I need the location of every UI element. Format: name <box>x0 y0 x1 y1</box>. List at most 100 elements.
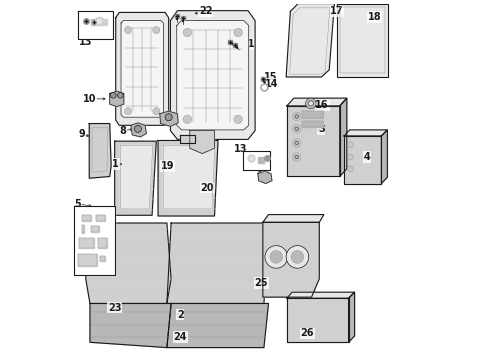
Polygon shape <box>121 21 163 117</box>
Polygon shape <box>116 12 168 125</box>
Text: 2: 2 <box>177 310 183 320</box>
Text: 24: 24 <box>173 332 186 342</box>
Polygon shape <box>189 131 214 154</box>
Polygon shape <box>98 238 107 248</box>
Polygon shape <box>348 292 354 342</box>
Circle shape <box>294 155 298 159</box>
Circle shape <box>183 115 191 123</box>
Polygon shape <box>85 223 171 303</box>
Circle shape <box>117 93 123 98</box>
Polygon shape <box>91 226 99 232</box>
Polygon shape <box>170 11 255 139</box>
Text: 22: 22 <box>199 6 212 16</box>
Circle shape <box>292 125 300 133</box>
Polygon shape <box>78 254 97 266</box>
Polygon shape <box>79 238 94 248</box>
Polygon shape <box>166 223 268 303</box>
Polygon shape <box>96 215 105 221</box>
Text: 7: 7 <box>188 68 195 78</box>
Text: 26: 26 <box>300 328 313 338</box>
Circle shape <box>294 141 298 145</box>
Text: 9: 9 <box>78 129 85 139</box>
Polygon shape <box>257 171 271 184</box>
Circle shape <box>264 246 287 268</box>
Polygon shape <box>286 98 346 106</box>
Circle shape <box>124 108 131 115</box>
Circle shape <box>347 154 352 160</box>
Circle shape <box>294 115 298 118</box>
Polygon shape <box>286 292 354 298</box>
Polygon shape <box>286 106 339 176</box>
Polygon shape <box>131 123 146 137</box>
Polygon shape <box>81 215 91 221</box>
Polygon shape <box>109 91 123 107</box>
Circle shape <box>183 28 191 37</box>
Text: 14: 14 <box>264 79 278 89</box>
Text: 25: 25 <box>254 278 267 288</box>
Polygon shape <box>81 225 84 233</box>
Polygon shape <box>263 215 323 222</box>
Polygon shape <box>343 136 381 184</box>
Polygon shape <box>74 207 115 275</box>
Text: 11: 11 <box>257 171 270 181</box>
Text: 3: 3 <box>317 124 324 134</box>
Polygon shape <box>120 145 152 209</box>
Polygon shape <box>160 111 178 126</box>
Polygon shape <box>343 130 386 136</box>
Text: 18: 18 <box>367 12 380 22</box>
Text: 12: 12 <box>148 103 162 113</box>
Polygon shape <box>263 222 319 297</box>
Circle shape <box>347 142 352 148</box>
Polygon shape <box>242 151 270 171</box>
Circle shape <box>292 139 300 147</box>
Circle shape <box>152 108 160 115</box>
Circle shape <box>347 166 352 171</box>
Polygon shape <box>100 256 105 261</box>
Text: 15: 15 <box>264 72 277 82</box>
Polygon shape <box>301 121 322 127</box>
Circle shape <box>308 101 313 106</box>
Polygon shape <box>180 135 195 143</box>
Polygon shape <box>285 4 334 77</box>
Text: 17: 17 <box>329 6 343 16</box>
Polygon shape <box>336 4 387 77</box>
Text: 13: 13 <box>233 144 246 154</box>
Circle shape <box>152 27 160 33</box>
Circle shape <box>165 114 172 121</box>
Text: 5: 5 <box>75 199 81 209</box>
Circle shape <box>110 93 116 98</box>
Circle shape <box>292 112 300 121</box>
Polygon shape <box>339 98 346 176</box>
Polygon shape <box>89 123 111 178</box>
Circle shape <box>294 127 298 131</box>
Circle shape <box>269 251 282 263</box>
Text: 21: 21 <box>241 39 254 49</box>
Circle shape <box>305 98 315 109</box>
Circle shape <box>285 246 308 268</box>
Circle shape <box>124 27 131 33</box>
Polygon shape <box>163 145 214 209</box>
Polygon shape <box>381 130 386 184</box>
Polygon shape <box>166 303 268 348</box>
Polygon shape <box>158 140 218 216</box>
Text: 19: 19 <box>161 161 174 171</box>
Circle shape <box>134 125 141 132</box>
Circle shape <box>233 115 242 123</box>
Polygon shape <box>301 111 322 118</box>
Text: 4: 4 <box>363 152 370 162</box>
Circle shape <box>292 153 300 161</box>
Circle shape <box>233 28 242 37</box>
Polygon shape <box>90 303 171 348</box>
Polygon shape <box>176 21 248 130</box>
Polygon shape <box>114 141 156 215</box>
Text: 10: 10 <box>83 94 97 104</box>
Text: 6: 6 <box>127 30 134 40</box>
Text: 23: 23 <box>108 303 121 313</box>
Text: 8: 8 <box>119 126 126 136</box>
Circle shape <box>290 251 303 263</box>
Text: 20: 20 <box>200 183 214 193</box>
Polygon shape <box>286 298 348 342</box>
Polygon shape <box>78 11 112 39</box>
Text: 16: 16 <box>315 100 328 110</box>
Text: 1: 1 <box>112 159 119 169</box>
